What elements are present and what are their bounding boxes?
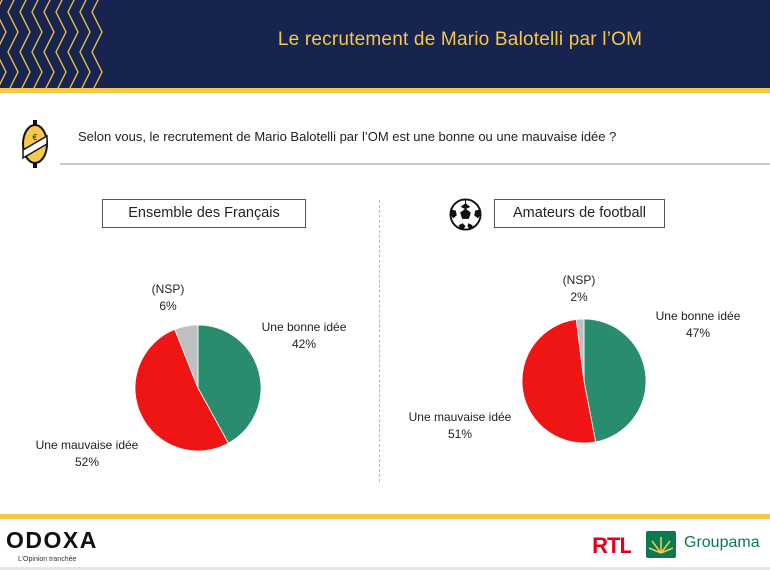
slice-value: 52% [74, 455, 100, 469]
label-bonne-ensemble: Une bonne idée 42% [252, 319, 356, 353]
odoxa-logo: ODOXA [6, 527, 98, 553]
footer-accent-bar [0, 514, 770, 519]
panel-title-ensemble: Ensemble des Français [102, 199, 306, 228]
rtl-logo: RTL [593, 533, 631, 557]
label-bonne-amateurs: Une bonne idée 47% [646, 308, 750, 342]
question-underline [60, 163, 770, 165]
groupama-logo-icon [646, 531, 676, 558]
survey-question: Selon vous, le recrutement de Mario Balo… [78, 129, 617, 144]
slice-value: 2% [570, 290, 588, 304]
label-nsp-amateurs: (NSP) 2% [555, 272, 603, 306]
pie-slice-bonne-amateurs [583, 318, 647, 443]
pie-slice-mauvaise-amateurs [521, 319, 597, 444]
slice-value: 47% [685, 326, 711, 340]
footer-rule [0, 567, 770, 570]
panel-divider [379, 200, 380, 482]
slice-label: (NSP) [562, 273, 596, 287]
pie-slice-nsp-amateurs [575, 318, 585, 382]
header-banner: Le recrutement de Mario Balotelli par l’… [0, 0, 770, 88]
slice-value: 6% [159, 299, 177, 313]
groupama-logo-text: Groupama [684, 534, 760, 551]
panel-title-amateurs: Amateurs de football [494, 199, 665, 228]
slice-label: Une bonne idée [655, 309, 741, 323]
label-mauvaise-amateurs: Une mauvaise idée 51% [398, 409, 522, 443]
chevron-pattern-decoration [0, 0, 103, 88]
rtl-logo-text: RTL [593, 533, 631, 557]
slice-label: Une bonne idée [261, 320, 347, 334]
label-mauvaise-ensemble: Une mauvaise idée 52% [26, 437, 148, 471]
pie-slice-nsp-ensemble [174, 324, 199, 389]
label-nsp-ensemble: (NSP) 6% [144, 281, 192, 315]
slice-value: 51% [447, 427, 473, 441]
slice-label: Une mauvaise idée [408, 410, 512, 424]
slice-value: 42% [291, 337, 317, 351]
slice-label: Une mauvaise idée [35, 438, 139, 452]
odoxa-tagline: L’Opinion tranchée [18, 556, 77, 563]
page-title: Le recrutement de Mario Balotelli par l’… [277, 29, 643, 50]
odoxa-coin-icon: € [22, 120, 48, 168]
football-icon [449, 198, 482, 231]
svg-text:€: € [32, 133, 37, 142]
slice-label: (NSP) [151, 282, 185, 296]
pie-slice-mauvaise-ensemble [134, 328, 229, 452]
pie-slice-bonne-ensemble [197, 324, 262, 444]
header-accent-bar [0, 88, 770, 93]
